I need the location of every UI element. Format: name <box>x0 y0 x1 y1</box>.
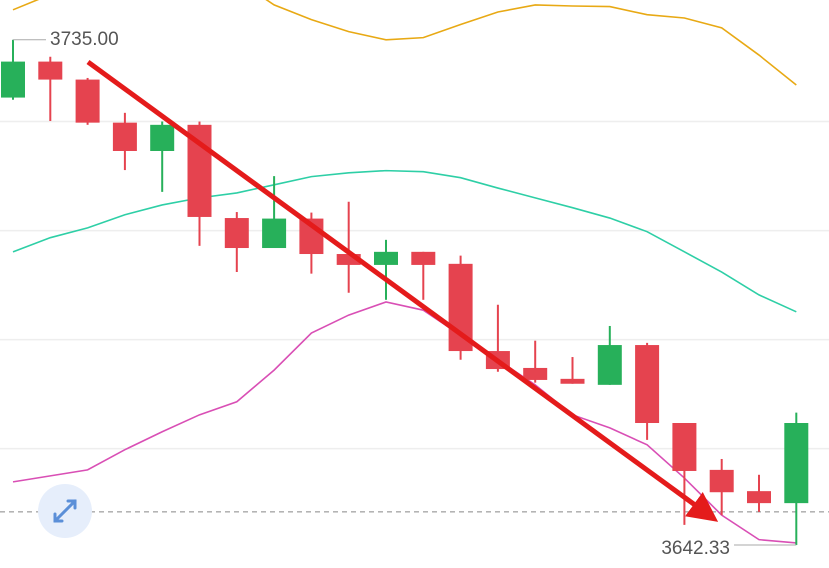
bands <box>12 0 797 544</box>
trend-arrow <box>86 59 719 522</box>
candle-body <box>784 423 809 504</box>
band-line <box>12 169 797 313</box>
band-line <box>12 301 797 544</box>
candle-body <box>374 251 398 265</box>
grid <box>0 120 829 513</box>
candle-body <box>224 218 249 249</box>
candle-body <box>38 61 63 80</box>
candle-body <box>709 469 734 493</box>
candle-body <box>150 124 175 151</box>
high-label: 3735.00 <box>50 29 119 50</box>
band-line <box>12 0 797 86</box>
candle-body <box>75 79 100 123</box>
candle-body <box>672 423 697 471</box>
candle-body <box>411 251 436 265</box>
labels: 3735.00 3642.33 <box>13 29 797 559</box>
expand-button[interactable] <box>38 484 92 538</box>
candle-body <box>336 254 361 265</box>
candle-body <box>1 61 25 98</box>
candle-body <box>262 218 287 249</box>
candle-body <box>112 122 137 151</box>
candle-body <box>747 491 771 504</box>
candle-body <box>523 367 548 380</box>
candle-body <box>560 378 585 384</box>
candle-body <box>597 345 622 385</box>
candle-body <box>635 345 660 424</box>
low-label: 3642.33 <box>661 538 730 559</box>
